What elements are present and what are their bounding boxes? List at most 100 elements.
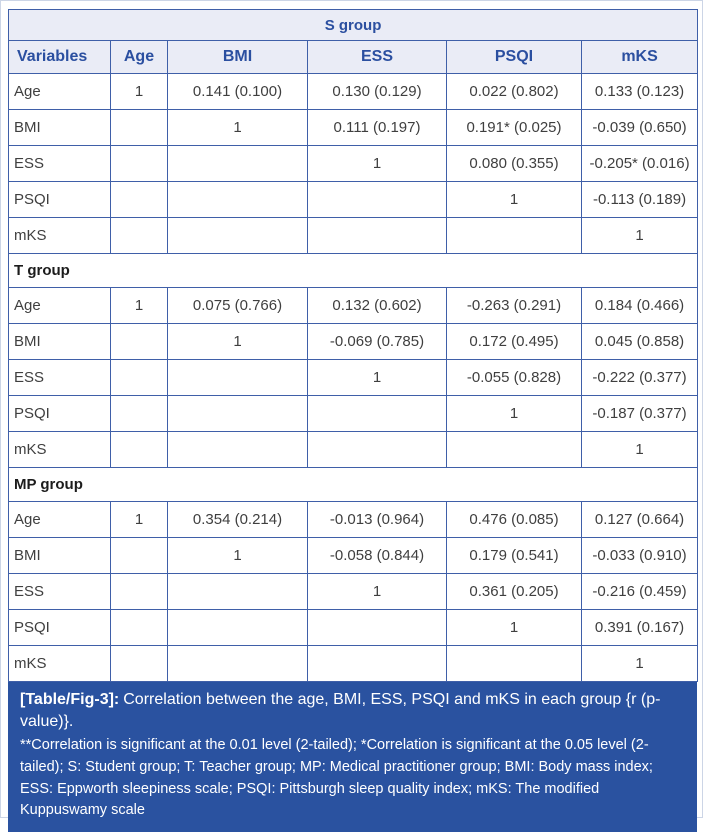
value-cell: 0.179 (0.541) bbox=[446, 537, 582, 574]
value-cell: 1 bbox=[167, 109, 308, 146]
value-cell: -0.205* (0.016) bbox=[580, 145, 699, 182]
value-cell bbox=[110, 109, 168, 146]
value-cell: -0.216 (0.459) bbox=[580, 573, 699, 610]
table-row: ESS 1 0.361 (0.205) -0.216 (0.459) bbox=[8, 573, 699, 610]
value-cell: 1 bbox=[580, 431, 699, 468]
value-cell bbox=[110, 573, 168, 610]
value-cell: -0.058 (0.844) bbox=[307, 537, 447, 574]
value-cell: 1 bbox=[446, 395, 582, 432]
table-row: Age 1 0.075 (0.766) 0.132 (0.602) -0.263 (0.… bbox=[8, 287, 699, 324]
table-row: PSQI 1 -0.187 (0.377) bbox=[8, 395, 699, 432]
value-cell: 0.391 (0.167) bbox=[580, 609, 699, 646]
row-label: Age bbox=[8, 73, 111, 110]
value-cell: 0.132 (0.602) bbox=[307, 287, 447, 324]
value-cell: 0.127 (0.664) bbox=[580, 501, 699, 538]
value-cell: 1 bbox=[307, 573, 447, 610]
value-cell: 0.141 (0.100) bbox=[167, 73, 308, 110]
value-cell: -0.039 (0.650) bbox=[580, 109, 699, 146]
value-cell bbox=[110, 645, 168, 682]
row-label: ESS bbox=[8, 359, 111, 396]
row-label: mKS bbox=[8, 645, 111, 682]
column-header-bmi: BMI bbox=[167, 40, 308, 74]
value-cell bbox=[167, 181, 308, 218]
value-cell: -0.055 (0.828) bbox=[446, 359, 582, 396]
value-cell bbox=[307, 181, 447, 218]
table-row: PSQI 1 -0.113 (0.189) bbox=[8, 181, 699, 218]
row-label: mKS bbox=[8, 431, 111, 468]
caption-text: Correlation between the age, BMI, ESS, P… bbox=[20, 691, 661, 730]
column-header-ess: ESS bbox=[307, 40, 447, 74]
value-cell bbox=[167, 395, 308, 432]
section-header: T group bbox=[7, 253, 699, 288]
column-header-variables: Variables bbox=[8, 40, 111, 74]
row-label: ESS bbox=[8, 573, 111, 610]
correlation-table: S group Variables Age BMI ESS PSQI mKS Age 1 0.14… bbox=[7, 9, 699, 682]
table-row: ESS 1 -0.055 (0.828) -0.222 (0.377) bbox=[8, 359, 699, 396]
value-cell bbox=[167, 609, 308, 646]
value-cell: -0.263 (0.291) bbox=[446, 287, 582, 324]
table-row: BMI 1 -0.058 (0.844) 0.179 (0.541) -0.033 (0… bbox=[8, 537, 699, 574]
value-cell: 0.022 (0.802) bbox=[446, 73, 582, 110]
row-label: ESS bbox=[8, 145, 111, 182]
value-cell bbox=[446, 645, 582, 682]
value-cell: 1 bbox=[307, 145, 447, 182]
caption-label: [Table/Fig-3]: bbox=[20, 691, 120, 708]
value-cell bbox=[110, 323, 168, 360]
value-cell: -0.222 (0.377) bbox=[580, 359, 699, 396]
value-cell bbox=[307, 609, 447, 646]
correlation-table-body: S group Variables Age BMI ESS PSQI mKS Age 1 0.14… bbox=[7, 9, 699, 682]
value-cell: 0.045 (0.858) bbox=[580, 323, 699, 360]
section-header: MP group bbox=[7, 467, 699, 502]
value-cell: -0.187 (0.377) bbox=[580, 395, 699, 432]
value-cell bbox=[167, 217, 308, 254]
value-cell bbox=[167, 645, 308, 682]
value-cell bbox=[110, 359, 168, 396]
table-row: BMI 1 0.111 (0.197) 0.191* (0.025) -0.039 (0… bbox=[8, 109, 699, 146]
value-cell: 1 bbox=[446, 181, 582, 218]
table-row: mKS 1 bbox=[8, 645, 699, 682]
table-row: ESS 1 0.080 (0.355) -0.205* (0.016) bbox=[8, 145, 699, 182]
value-cell bbox=[167, 145, 308, 182]
value-cell: -0.113 (0.189) bbox=[580, 181, 699, 218]
column-header-psqi: PSQI bbox=[446, 40, 582, 74]
row-label: PSQI bbox=[8, 395, 111, 432]
value-cell bbox=[446, 217, 582, 254]
value-cell: 0.476 (0.085) bbox=[446, 501, 582, 538]
value-cell bbox=[167, 431, 308, 468]
value-cell: 0.111 (0.197) bbox=[307, 109, 447, 146]
section-header-row: T group bbox=[7, 253, 699, 288]
value-cell: 1 bbox=[580, 217, 699, 254]
value-cell: 0.172 (0.495) bbox=[446, 323, 582, 360]
value-cell: 1 bbox=[580, 645, 699, 682]
caption-title: [Table/Fig-3]: Correlation between the ag… bbox=[20, 689, 685, 732]
value-cell bbox=[167, 573, 308, 610]
row-label: BMI bbox=[8, 109, 111, 146]
value-cell bbox=[110, 537, 168, 574]
value-cell bbox=[110, 145, 168, 182]
table-row: mKS 1 bbox=[8, 217, 699, 254]
group-banner-row: S group bbox=[7, 9, 699, 41]
row-label: mKS bbox=[8, 217, 111, 254]
value-cell: 0.184 (0.466) bbox=[580, 287, 699, 324]
value-cell: -0.033 (0.910) bbox=[580, 537, 699, 574]
table-row: mKS 1 bbox=[8, 431, 699, 468]
value-cell: 1 bbox=[446, 609, 582, 646]
section-header-row: MP group bbox=[7, 467, 699, 502]
value-cell: -0.013 (0.964) bbox=[307, 501, 447, 538]
column-header-age: Age bbox=[110, 40, 168, 74]
group-banner: S group bbox=[7, 9, 699, 41]
column-header-row: Variables Age BMI ESS PSQI mKS bbox=[8, 40, 699, 74]
row-label: PSQI bbox=[8, 609, 111, 646]
value-cell: 1 bbox=[307, 359, 447, 396]
table-row: Age 1 0.141 (0.100) 0.130 (0.129) 0.022 (0.8… bbox=[8, 73, 699, 110]
value-cell: 1 bbox=[167, 537, 308, 574]
value-cell bbox=[110, 217, 168, 254]
value-cell bbox=[307, 645, 447, 682]
value-cell bbox=[307, 217, 447, 254]
value-cell bbox=[110, 395, 168, 432]
value-cell bbox=[446, 431, 582, 468]
table-row: PSQI 1 0.391 (0.167) bbox=[8, 609, 699, 646]
value-cell: 0.191* (0.025) bbox=[446, 109, 582, 146]
row-label: BMI bbox=[8, 323, 111, 360]
